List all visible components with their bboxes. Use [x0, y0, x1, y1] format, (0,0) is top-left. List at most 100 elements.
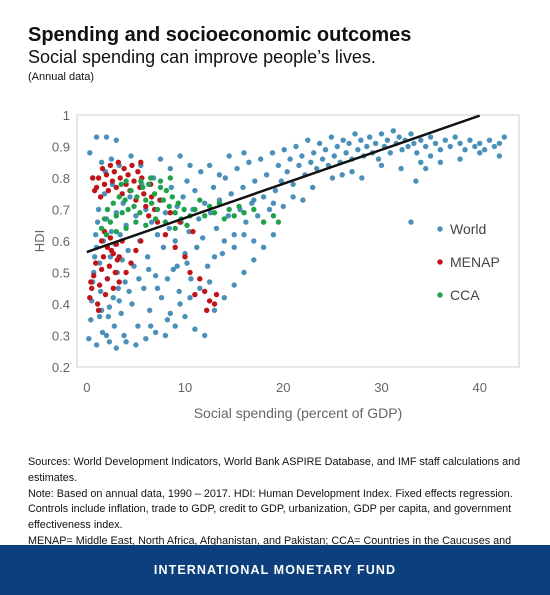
data-point: [140, 184, 146, 191]
data-point: [98, 159, 105, 165]
data-point: [93, 134, 100, 140]
data-point: [319, 156, 326, 162]
data-point: [148, 219, 155, 225]
data-point: [93, 232, 99, 238]
data-point: [378, 131, 385, 137]
footer-banner: INTERNATIONAL MONETARY FUND: [0, 545, 550, 595]
data-point: [123, 339, 129, 345]
data-point: [296, 162, 302, 169]
data-point: [290, 181, 296, 187]
data-point: [125, 247, 131, 254]
data-point: [169, 194, 175, 200]
data-point: [192, 326, 198, 332]
data-point: [172, 238, 178, 244]
x-tick-label: 40: [472, 380, 486, 395]
data-point: [162, 232, 169, 238]
data-point: [90, 175, 96, 181]
data-point: [87, 150, 93, 156]
data-point: [226, 206, 232, 213]
data-point: [129, 301, 135, 307]
data-point: [95, 206, 102, 213]
data-point: [219, 250, 226, 257]
data-point: [166, 203, 172, 210]
data-point: [113, 345, 120, 351]
data-point: [128, 187, 134, 194]
data-point: [204, 307, 210, 313]
data-point: [166, 225, 172, 232]
data-point: [152, 329, 159, 336]
data-point: [211, 210, 218, 216]
data-frequency-note: (Annual data): [28, 71, 95, 83]
data-point: [270, 232, 277, 238]
data-point: [207, 210, 214, 216]
data-point: [225, 213, 231, 219]
scatter-chart: 0 10 20 30 40 0.2 0.3 0.4 0.5 0.6 0.7 0.8 0.9 1 Soci…: [32, 108, 520, 421]
data-point: [116, 194, 122, 200]
data-point: [154, 232, 161, 238]
data-point: [95, 307, 102, 313]
series-cca: [98, 175, 282, 238]
legend-marker: [437, 292, 443, 298]
data-point: [427, 153, 434, 159]
data-point: [112, 269, 119, 276]
data-point: [197, 285, 203, 291]
y-tick-label: 0.3: [52, 329, 70, 344]
data-point: [364, 143, 370, 150]
data-point: [133, 342, 139, 348]
data-point: [405, 143, 411, 150]
data-point: [111, 323, 118, 329]
data-point: [152, 273, 159, 279]
data-point: [167, 175, 173, 181]
data-point: [137, 210, 143, 216]
data-point: [186, 228, 192, 235]
data-point: [158, 295, 165, 301]
data-point: [192, 206, 198, 213]
legend-marker: [437, 259, 443, 265]
data-point: [258, 156, 264, 162]
data-point: [163, 187, 170, 194]
data-point: [260, 194, 267, 200]
data-point: [197, 276, 203, 282]
legend-label: CCA: [450, 287, 480, 303]
data-point: [432, 140, 439, 147]
data-point: [221, 216, 227, 222]
data-point: [96, 260, 103, 266]
data-point: [92, 254, 98, 260]
data-point: [167, 210, 173, 216]
x-axis-ticks: 0 10 20 30 40: [83, 380, 487, 395]
data-point: [174, 263, 180, 269]
data-point: [423, 165, 429, 172]
data-point: [129, 162, 135, 169]
data-point: [110, 250, 117, 257]
data-point: [280, 203, 286, 210]
data-point: [411, 140, 417, 147]
data-point: [133, 213, 139, 219]
data-point: [143, 203, 149, 210]
data-point: [187, 269, 193, 276]
data-point: [121, 165, 127, 172]
data-point: [270, 213, 277, 219]
data-point: [94, 301, 101, 307]
data-point: [89, 285, 95, 291]
data-point: [148, 200, 155, 206]
data-point: [467, 137, 473, 143]
data-point: [390, 128, 396, 134]
data-point: [102, 291, 109, 298]
data-point: [359, 175, 365, 181]
data-point: [105, 187, 112, 194]
data-point: [94, 219, 101, 225]
data-point: [352, 131, 358, 137]
x-axis-label: Social spending (percent of GDP): [194, 405, 403, 421]
y-tick-label: 0.7: [52, 203, 70, 218]
data-point: [228, 191, 234, 197]
data-point: [241, 210, 247, 216]
data-point: [125, 206, 131, 213]
data-point: [146, 181, 152, 187]
data-point: [496, 140, 503, 147]
scatter-points: [86, 128, 507, 351]
data-point: [167, 310, 173, 317]
data-point: [358, 137, 364, 143]
data-point: [97, 288, 104, 295]
chart-legend: World MENAP CCA: [437, 221, 500, 303]
data-point: [184, 222, 190, 228]
